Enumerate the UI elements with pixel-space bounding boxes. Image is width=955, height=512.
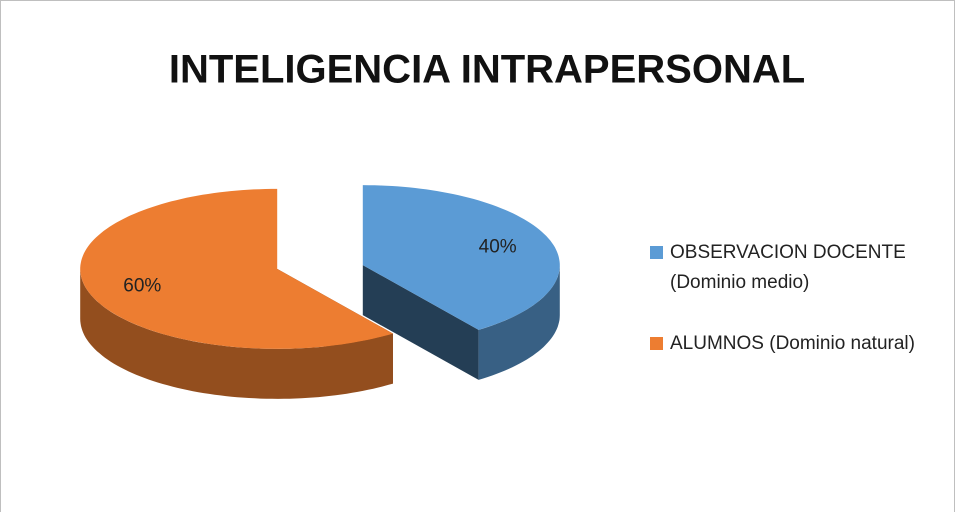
legend-swatch (650, 337, 663, 350)
slice (362, 185, 560, 330)
legend-label: ALUMNOS (Dominio natural) (670, 333, 915, 354)
slice-side (80, 268, 393, 399)
data-label: 60% (123, 276, 161, 297)
legend-item: OBSERVACION DOCENTE (Dominio medio) (650, 238, 940, 298)
legend-label: OBSERVACION DOCENTE (Dominio medio) (670, 242, 906, 293)
legend-swatch (650, 246, 663, 259)
slice-side (478, 265, 560, 380)
slice (80, 188, 393, 349)
legend-item: ALUMNOS (Dominio natural) (650, 329, 940, 359)
slice-side (362, 265, 479, 380)
data-label: 40% (479, 236, 517, 257)
chart-title: INTELIGENCIA INTRAPERSONAL (169, 48, 805, 92)
